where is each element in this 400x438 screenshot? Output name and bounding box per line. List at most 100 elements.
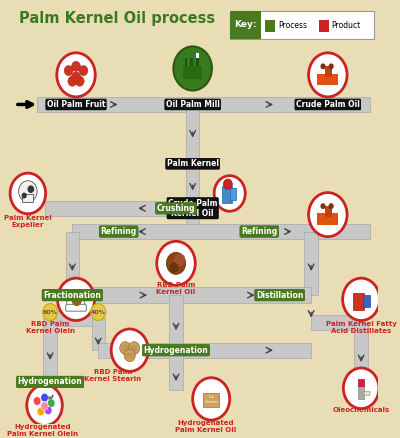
Circle shape: [111, 329, 148, 371]
Text: Palm Kernel
Expeller: Palm Kernel Expeller: [4, 215, 52, 228]
FancyBboxPatch shape: [363, 295, 370, 307]
Circle shape: [320, 64, 326, 69]
Circle shape: [68, 76, 77, 86]
Text: Oil Palm Mill: Oil Palm Mill: [166, 100, 220, 109]
Circle shape: [72, 294, 82, 306]
Circle shape: [193, 378, 230, 420]
Circle shape: [57, 53, 95, 97]
FancyBboxPatch shape: [37, 97, 370, 112]
FancyBboxPatch shape: [230, 188, 236, 200]
Text: Process: Process: [278, 21, 307, 30]
Circle shape: [91, 304, 106, 321]
FancyBboxPatch shape: [190, 58, 193, 66]
FancyBboxPatch shape: [230, 11, 261, 39]
Text: 40%: 40%: [91, 310, 106, 314]
Circle shape: [48, 399, 55, 407]
FancyBboxPatch shape: [358, 379, 364, 386]
FancyBboxPatch shape: [44, 201, 215, 216]
FancyBboxPatch shape: [196, 58, 198, 66]
Circle shape: [64, 66, 73, 76]
Text: Ice
Cream: Ice Cream: [204, 396, 218, 404]
Circle shape: [43, 304, 58, 321]
FancyBboxPatch shape: [50, 311, 98, 326]
FancyBboxPatch shape: [22, 194, 34, 202]
Text: Palm Kernel: Palm Kernel: [167, 159, 219, 168]
Text: Distillation: Distillation: [256, 290, 303, 300]
Text: Palm Kernel: Palm Kernel: [167, 159, 219, 168]
Text: Oleochemicals: Oleochemicals: [332, 407, 390, 413]
FancyBboxPatch shape: [304, 232, 318, 295]
FancyBboxPatch shape: [169, 350, 183, 390]
Circle shape: [328, 203, 334, 209]
Circle shape: [34, 397, 41, 405]
Circle shape: [308, 193, 347, 237]
Circle shape: [19, 181, 37, 202]
Text: Hydrogenation: Hydrogenation: [18, 378, 82, 386]
Text: Product: Product: [332, 21, 361, 30]
Circle shape: [10, 173, 46, 214]
Text: RBD Palm
Kernel Stearin: RBD Palm Kernel Stearin: [84, 369, 142, 382]
FancyBboxPatch shape: [44, 382, 57, 403]
Circle shape: [166, 252, 186, 274]
Circle shape: [320, 203, 326, 209]
Text: Oil Palm Fruit: Oil Palm Fruit: [47, 100, 105, 109]
Circle shape: [58, 278, 94, 321]
Circle shape: [343, 278, 380, 321]
FancyBboxPatch shape: [354, 323, 368, 382]
Text: Key:: Key:: [234, 20, 256, 29]
Text: Palm Kernel Fatty
Acid Distillates: Palm Kernel Fatty Acid Distillates: [326, 321, 396, 333]
FancyBboxPatch shape: [184, 58, 188, 66]
Circle shape: [41, 402, 48, 410]
Text: 60%: 60%: [43, 310, 58, 314]
FancyBboxPatch shape: [203, 392, 219, 407]
Circle shape: [79, 66, 88, 76]
Text: RBD Palm
Kernel Olein: RBD Palm Kernel Olein: [26, 321, 75, 333]
FancyBboxPatch shape: [318, 213, 338, 225]
FancyBboxPatch shape: [325, 206, 332, 217]
Text: Fractionation: Fractionation: [43, 290, 101, 300]
FancyBboxPatch shape: [265, 20, 275, 32]
Text: Oil Palm Fruit: Oil Palm Fruit: [47, 100, 105, 109]
Circle shape: [22, 193, 27, 198]
Circle shape: [41, 393, 48, 402]
Text: Palm Kernel Oil process: Palm Kernel Oil process: [19, 11, 215, 26]
FancyBboxPatch shape: [318, 74, 338, 85]
FancyBboxPatch shape: [358, 386, 364, 399]
FancyBboxPatch shape: [353, 293, 364, 310]
Circle shape: [28, 185, 34, 193]
Circle shape: [170, 262, 178, 272]
Text: Oil Palm Mill: Oil Palm Mill: [166, 100, 220, 109]
Text: Refining: Refining: [241, 227, 278, 236]
Circle shape: [120, 342, 131, 354]
Text: Hydrogenation: Hydrogenation: [144, 346, 208, 355]
Text: Crude Palm Oil: Crude Palm Oil: [296, 100, 360, 109]
FancyBboxPatch shape: [364, 391, 370, 396]
Text: Crushing: Crushing: [157, 204, 195, 213]
Text: Hydrogenated
Palm Kernel Oil: Hydrogenated Palm Kernel Oil: [175, 420, 236, 433]
FancyBboxPatch shape: [186, 208, 199, 232]
Text: Crude Palm
Kernel Oil: Crude Palm Kernel Oil: [168, 198, 218, 218]
Circle shape: [72, 72, 80, 82]
FancyBboxPatch shape: [72, 224, 370, 239]
Text: Hydrogenation: Hydrogenation: [18, 378, 82, 386]
Circle shape: [129, 342, 140, 354]
Circle shape: [343, 368, 379, 409]
Text: Refining: Refining: [100, 227, 137, 236]
FancyBboxPatch shape: [186, 105, 199, 164]
FancyBboxPatch shape: [184, 66, 202, 79]
FancyBboxPatch shape: [222, 186, 232, 203]
FancyBboxPatch shape: [325, 66, 332, 77]
Circle shape: [157, 241, 195, 286]
FancyBboxPatch shape: [230, 11, 374, 39]
FancyBboxPatch shape: [318, 20, 329, 32]
FancyBboxPatch shape: [196, 53, 198, 58]
Circle shape: [174, 46, 212, 91]
Circle shape: [224, 179, 232, 189]
FancyBboxPatch shape: [98, 343, 311, 358]
Circle shape: [174, 254, 185, 266]
Circle shape: [214, 176, 245, 211]
FancyBboxPatch shape: [67, 294, 84, 309]
Circle shape: [44, 406, 52, 414]
Circle shape: [72, 61, 80, 71]
Circle shape: [27, 385, 62, 426]
